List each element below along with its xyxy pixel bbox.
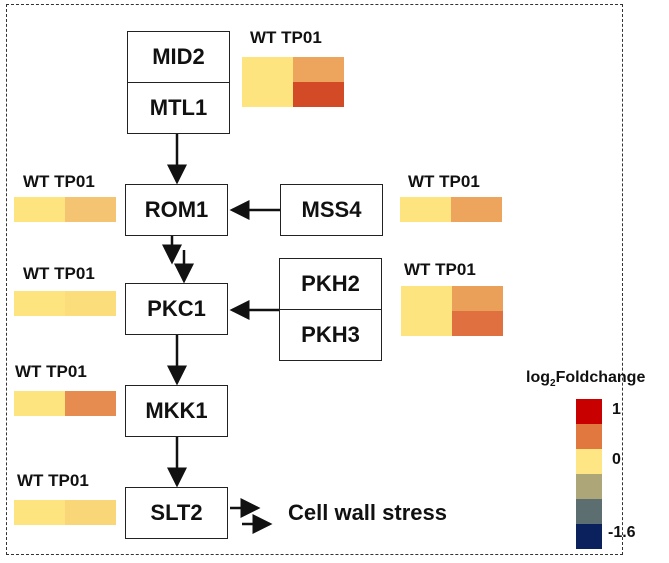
heatmap-cell — [65, 500, 116, 525]
node-pkh3: PKH3 — [279, 309, 382, 361]
legend-label-max: 1 — [612, 401, 621, 418]
heatmap-cell — [65, 391, 116, 416]
heatmap-cell — [14, 391, 65, 416]
node-mid2: MID2 — [127, 31, 230, 83]
heatmap-cell — [65, 291, 116, 316]
legend-swatch — [576, 524, 602, 549]
heatmap-cell — [451, 197, 502, 222]
node-mss4: MSS4 — [280, 184, 383, 236]
heatmap-cell — [14, 197, 65, 222]
heatmap-cell — [242, 57, 293, 82]
heatmap-mss4 — [400, 197, 502, 222]
node-mtl1: MTL1 — [127, 82, 230, 134]
heatmap-label: WT TP01 — [23, 264, 95, 283]
heatmap-cell — [293, 82, 344, 107]
heatmap-mkk1 — [14, 391, 116, 416]
node-pkh2: PKH2 — [279, 258, 382, 310]
legend-swatch — [576, 424, 602, 449]
heatmap-cell — [65, 197, 116, 222]
heatmap-cell — [452, 286, 503, 311]
heatmap-cell — [401, 311, 452, 336]
legend-title: log2Foldchange — [526, 369, 646, 390]
legend-swatch — [576, 449, 602, 474]
heatmap-label: WT TP01 — [15, 362, 87, 381]
legend-swatch — [576, 499, 602, 524]
heatmap-cell — [14, 500, 65, 525]
legend-swatch — [576, 399, 602, 424]
dashed-frame — [6, 4, 623, 555]
node-slt2: SLT2 — [125, 487, 228, 539]
legend-label-mid: 0 — [612, 451, 621, 468]
heatmap-rom1 — [14, 197, 116, 222]
heatmap-label: WT TP01 — [404, 260, 476, 279]
output-label: Cell wall stress — [288, 500, 447, 525]
heatmap-cell — [401, 286, 452, 311]
heatmap-mid2-mtl1 — [242, 57, 344, 107]
node-mkk1: MKK1 — [125, 385, 228, 437]
heatmap-cell — [293, 57, 344, 82]
heatmap-cell — [400, 197, 451, 222]
heatmap-pkc1 — [14, 291, 116, 316]
heatmap-cell — [14, 291, 65, 316]
node-rom1: ROM1 — [125, 184, 228, 236]
heatmap-label: WT TP01 — [23, 172, 95, 191]
heatmap-label: WT TP01 — [408, 172, 480, 191]
heatmap-cell — [242, 82, 293, 107]
heatmap-label: WT TP01 — [250, 28, 322, 47]
heatmap-pkh2-pkh3 — [401, 286, 503, 336]
legend-label-min: -1.6 — [608, 524, 636, 541]
legend-swatch — [576, 474, 602, 499]
heatmap-label: WT TP01 — [17, 471, 89, 490]
heatmap-cell — [452, 311, 503, 336]
node-pkc1: PKC1 — [125, 283, 228, 335]
heatmap-slt2 — [14, 500, 116, 525]
